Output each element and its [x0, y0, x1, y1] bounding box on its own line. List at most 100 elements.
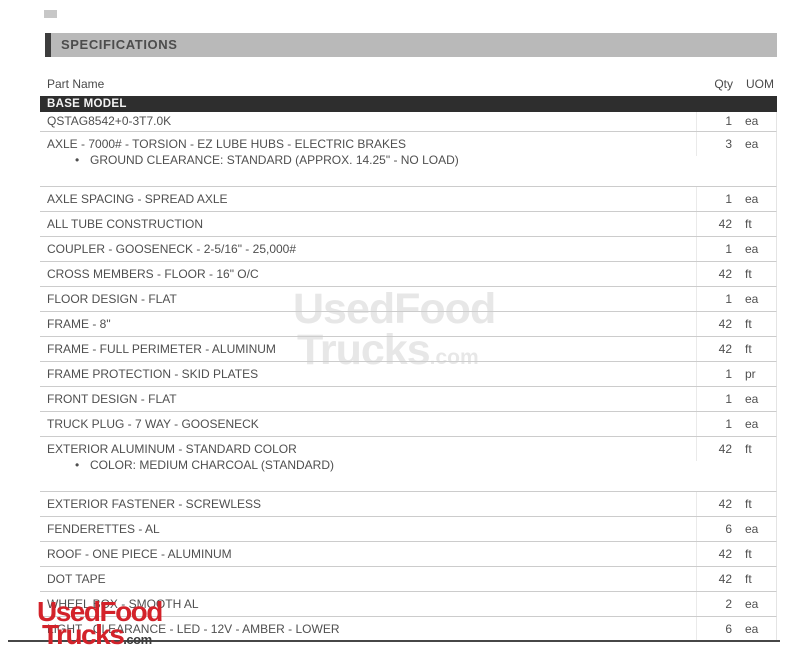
part-name-text: FRONT DESIGN - FLAT [47, 392, 177, 406]
column-header-qty: Qty [714, 77, 733, 91]
part-name-cell: FLOOR DESIGN - FLAT [40, 287, 696, 311]
page-edge-fragment [44, 10, 57, 18]
part-name-cell: FRONT DESIGN - FLAT [40, 387, 696, 411]
part-name-text: DOT TAPE [47, 572, 106, 586]
qty-cell: 42 [696, 542, 736, 566]
part-name-cell: ROOF - ONE PIECE - ALUMINUM [40, 542, 696, 566]
qty-cell: 2 [696, 592, 736, 616]
table-row: FRAME - FULL PERIMETER - ALUMINUM 42 ft [40, 337, 777, 362]
column-header-part-name: Part Name [47, 77, 105, 91]
logo-line1: UsedFood [37, 596, 163, 627]
uom-cell: ea [745, 622, 759, 636]
uom-cell: ft [745, 267, 752, 281]
qty-cell: 42 [696, 492, 736, 516]
specifications-table: Part Name Qty UOM BASE MODEL QSTAG8542+0… [40, 71, 777, 642]
uom-cell: ft [745, 572, 752, 586]
qty-cell: 1 [696, 112, 736, 131]
uom-cell: ea [745, 192, 759, 206]
qty-cell: 42 [696, 337, 736, 361]
qty-cell: 1 [696, 412, 736, 436]
table-bottom-rule [8, 640, 780, 642]
qty-cell: 42 [696, 212, 736, 236]
table-row: FRONT DESIGN - FLAT 1 ea [40, 387, 777, 412]
qty-cell: 42 [696, 262, 736, 286]
qty-cell: 1 [696, 187, 736, 211]
table-row: ALL TUBE CONSTRUCTION 42 ft [40, 212, 777, 237]
part-name-cell: LIGHT - CLEARANCE - LED - 12V - AMBER - … [40, 617, 696, 641]
part-name-cell: AXLE SPACING - SPREAD AXLE [40, 187, 696, 211]
part-name-cell: FRAME - 8" [40, 312, 696, 336]
part-name-cell: QSTAG8542+0-3T7.0K [40, 112, 696, 131]
part-bullet-note: • GROUND CLEARANCE: STANDARD (APPROX. 14.… [75, 153, 459, 167]
table-row: FENDERETTES - AL 6 ea [40, 517, 777, 542]
qty-cell: 1 [696, 287, 736, 311]
logo-line2: Trucks.com [42, 619, 152, 650]
table-row: COUPLER - GOOSENECK - 2-5/16" - 25,000# … [40, 237, 777, 262]
part-name-cell: CROSS MEMBERS - FLOOR - 16" O/C [40, 262, 696, 286]
qty-cell: 6 [696, 517, 736, 541]
qty-cell: 42 [696, 437, 736, 461]
part-name-text: AXLE SPACING - SPREAD AXLE [47, 192, 228, 206]
table-rows: QSTAG8542+0-3T7.0K 1 ea AXLE - 7000# - T… [40, 112, 777, 642]
part-name-cell: FRAME - FULL PERIMETER - ALUMINUM [40, 337, 696, 361]
part-name-text: LIGHT - CLEARANCE - LED - 12V - AMBER - … [47, 622, 340, 636]
table-row: FRAME - 8" 42 ft [40, 312, 777, 337]
watermark-line2: Trucks.com [297, 326, 479, 374]
table-row: AXLE - 7000# - TORSION - EZ LUBE HUBS - … [40, 132, 777, 187]
uom-cell: ft [745, 497, 752, 511]
part-name-cell: EXTERIOR ALUMINUM - STANDARD COLOR • COLO… [40, 437, 696, 473]
table-row: EXTERIOR ALUMINUM - STANDARD COLOR • COLO… [40, 437, 777, 492]
part-name-cell: ALL TUBE CONSTRUCTION [40, 212, 696, 236]
part-name-text: FENDERETTES - AL [47, 522, 160, 536]
part-name-text: AXLE - 7000# - TORSION - EZ LUBE HUBS - … [47, 137, 406, 151]
section-banner: SPECIFICATIONS [45, 33, 777, 57]
table-row: EXTERIOR FASTENER - SCREWLESS 42 ft [40, 492, 777, 517]
bullet-icon: • [75, 458, 80, 472]
part-name-text: TRUCK PLUG - 7 WAY - GOOSENECK [47, 417, 259, 431]
watermark-usedfoodtrucks: UsedFood Trucks.com [293, 285, 496, 374]
logo-suffix: .com [123, 632, 152, 647]
part-name-text: FRAME PROTECTION - SKID PLATES [47, 367, 259, 381]
table-row: QSTAG8542+0-3T7.0K 1 ea [40, 112, 777, 132]
part-name-text: QSTAG8542+0-3T7.0K [47, 114, 172, 128]
table-row: WHEEL BOX - SMOOTH AL 2 ea [40, 592, 777, 617]
watermark-line1: UsedFood [293, 285, 496, 333]
table-row: CROSS MEMBERS - FLOOR - 16" O/C 42 ft [40, 262, 777, 287]
qty-cell: 1 [696, 387, 736, 411]
watermark-suffix: .com [429, 346, 479, 369]
table-row: AXLE SPACING - SPREAD AXLE 1 ea [40, 187, 777, 212]
table-row: ROOF - ONE PIECE - ALUMINUM 42 ft [40, 542, 777, 567]
uom-cell: ft [745, 442, 752, 456]
part-name-cell: WHEEL BOX - SMOOTH AL [40, 592, 696, 616]
uom-cell: ea [745, 417, 759, 431]
uom-cell: ea [745, 137, 759, 151]
table-column-headers: Part Name Qty UOM [40, 71, 777, 96]
qty-cell: 42 [696, 567, 736, 591]
qty-cell: 42 [696, 312, 736, 336]
part-name-text: CROSS MEMBERS - FLOOR - 16" O/C [47, 267, 259, 281]
part-name-cell: EXTERIOR FASTENER - SCREWLESS [40, 492, 696, 516]
part-name-cell: COUPLER - GOOSENECK - 2-5/16" - 25,000# [40, 237, 696, 261]
column-header-uom: UOM [746, 77, 774, 91]
qty-cell: 6 [696, 617, 736, 641]
part-name-cell: TRUCK PLUG - 7 WAY - GOOSENECK [40, 412, 696, 436]
table-row: FLOOR DESIGN - FLAT 1 ea [40, 287, 777, 312]
table-row: DOT TAPE 42 ft [40, 567, 777, 592]
uom-cell: ft [745, 547, 752, 561]
group-header-base-model: BASE MODEL [40, 96, 777, 112]
usedfoodtrucks-logo: UsedFood Trucks.com [37, 596, 163, 650]
part-name-text: EXTERIOR ALUMINUM - STANDARD COLOR [47, 442, 297, 456]
uom-cell: ea [745, 522, 759, 536]
part-name-text: COUPLER - GOOSENECK - 2-5/16" - 25,000# [47, 242, 297, 256]
bullet-icon: • [75, 153, 80, 167]
part-name-cell: FRAME PROTECTION - SKID PLATES [40, 362, 696, 386]
part-name-cell: AXLE - 7000# - TORSION - EZ LUBE HUBS - … [40, 132, 696, 168]
part-bullet-note: • COLOR: MEDIUM CHARCOAL (STANDARD) [75, 458, 335, 472]
uom-cell: ft [745, 317, 752, 331]
part-name-text: FRAME - FULL PERIMETER - ALUMINUM [47, 342, 276, 356]
uom-cell: ea [745, 292, 759, 306]
section-title: SPECIFICATIONS [61, 37, 178, 52]
uom-cell: ea [745, 242, 759, 256]
part-name-text: WHEEL BOX - SMOOTH AL [47, 597, 199, 611]
